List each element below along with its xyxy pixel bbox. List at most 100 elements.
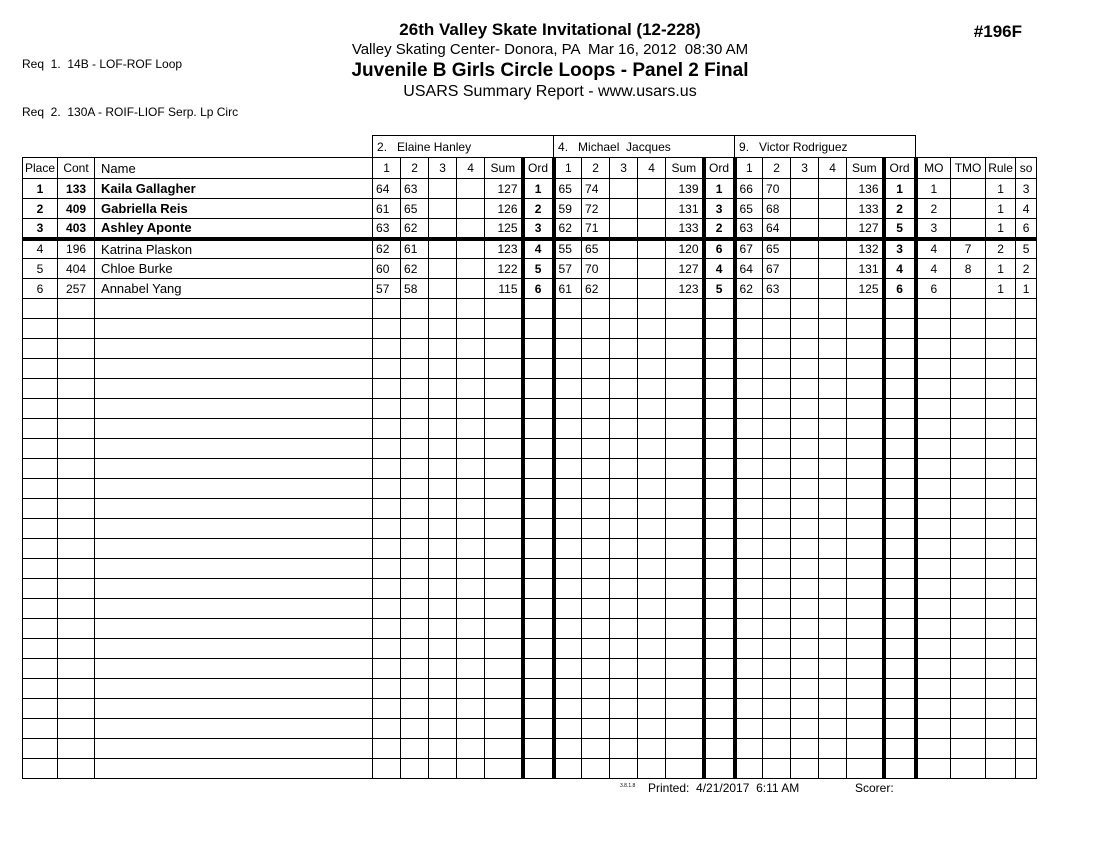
empty-row [21,298,1038,319]
empty-cell [762,558,792,579]
empty-cell [484,478,524,499]
empty-cell [665,758,705,779]
empty-cell [520,398,556,419]
empty-cell [701,538,737,559]
score-cell: 65 [734,198,764,219]
empty-cell [456,478,486,499]
empty-cell [701,718,737,739]
empty-cell [520,578,556,599]
empty-cell [520,438,556,459]
empty-cell [372,338,402,359]
empty-cell [57,578,96,599]
empty-cell [609,758,639,779]
empty-cell [21,718,59,739]
empty-cell [846,598,885,619]
empty-cell [428,618,458,639]
empty-cell [609,298,639,319]
empty-cell [372,538,402,559]
empty-row [21,398,1038,419]
score-cell [790,238,820,259]
empty-cell [553,398,583,419]
empty-cell [950,638,987,659]
empty-cell [428,478,458,499]
empty-cell [881,358,918,379]
empty-cell [484,298,524,319]
score-cell: 63 [734,218,764,241]
skater-name-cell: Chloe Burke [94,258,374,279]
empty-cell [637,618,667,639]
empty-cell [790,478,820,499]
col-header-j3-4: 4 [818,157,848,179]
score-cell [818,238,848,259]
col-header-j2-1: 1 [553,157,583,179]
empty-cell [950,298,987,319]
empty-row [21,478,1038,499]
empty-cell [950,418,987,439]
empty-cell [734,738,764,759]
empty-cell [609,498,639,519]
empty-cell [581,398,611,419]
empty-row [21,518,1038,539]
empty-cell [818,638,848,659]
empty-cell [790,678,820,699]
empty-cell [790,438,820,459]
empty-cell [915,738,952,759]
empty-cell [21,598,59,619]
empty-cell [762,698,792,719]
empty-cell [701,358,737,379]
empty-cell [553,698,583,719]
empty-cell [915,398,952,419]
empty-cell [1015,598,1038,619]
empty-cell [637,398,667,419]
empty-cell [818,738,848,759]
empty-cell [985,678,1017,699]
empty-cell [609,538,639,559]
empty-cell [94,518,374,539]
empty-cell [915,638,952,659]
empty-cell [1015,638,1038,659]
empty-cell [985,498,1017,519]
col-header-so: so [1015,157,1038,179]
empty-row [21,698,1038,719]
empty-cell [637,638,667,659]
empty-cell [950,438,987,459]
empty-cell [372,458,402,479]
empty-row [21,458,1038,479]
empty-cell [1015,358,1038,379]
score-cell: 64 [372,178,402,199]
sum-cell: 132 [846,238,885,259]
col-header-j2-2: 2 [581,157,611,179]
empty-cell [484,318,524,339]
empty-cell [985,618,1017,639]
empty-cell [400,678,430,699]
score-cell [637,178,667,199]
empty-cell [985,458,1017,479]
score-cell [637,238,667,259]
empty-cell [428,538,458,559]
empty-cell [21,678,59,699]
empty-cell [881,418,918,439]
empty-cell [701,498,737,519]
empty-cell [701,678,737,699]
empty-cell [1015,518,1038,539]
score-cell: 58 [400,278,430,299]
empty-cell [400,338,430,359]
empty-cell [762,378,792,399]
empty-cell [553,358,583,379]
empty-cell [985,738,1017,759]
empty-cell [701,418,737,439]
empty-cell [985,338,1017,359]
empty-cell [915,418,952,439]
empty-cell [400,658,430,679]
empty-cell [609,558,639,579]
empty-cell [372,738,402,759]
empty-cell [734,458,764,479]
title-block: 26th Valley Skate Invitational (12-228) … [0,20,1100,102]
empty-cell [790,418,820,439]
empty-cell [372,678,402,699]
empty-cell [762,358,792,379]
score-cell [818,178,848,199]
empty-cell [915,378,952,399]
score-cell [609,258,639,279]
sum-cell: 127 [665,258,705,279]
